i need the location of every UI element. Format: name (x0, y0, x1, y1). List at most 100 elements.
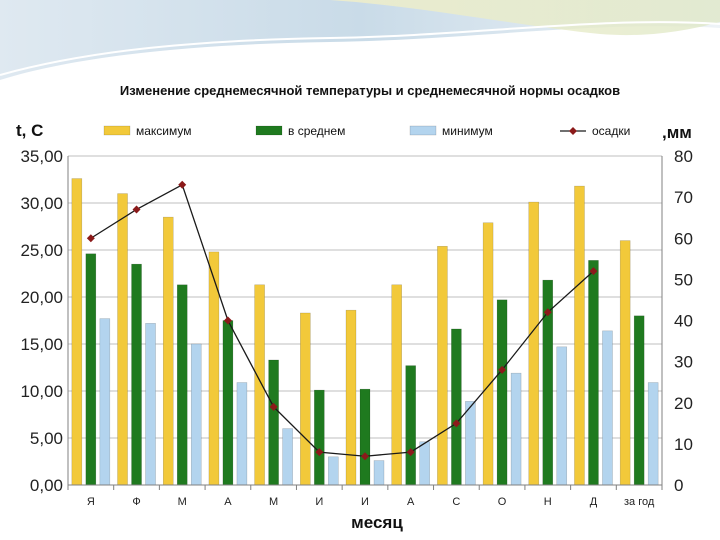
bar-min (556, 346, 568, 486)
bar-min (145, 323, 156, 486)
bar-max (437, 245, 448, 486)
precipitation-point (406, 448, 415, 457)
bar-avg (131, 263, 142, 486)
bar-max (482, 222, 494, 486)
axes (67, 156, 663, 490)
y-tick-label: 5,00 (30, 429, 63, 448)
precipitation-point (452, 419, 461, 428)
y-tick-label: 10,00 (20, 382, 63, 401)
x-tick-label: И (361, 496, 369, 508)
legend-label: минимум (442, 124, 493, 138)
y2-tick-label: 50 (674, 270, 693, 289)
bar-max (345, 309, 357, 486)
precipitation-point (498, 365, 507, 374)
bar-min (328, 456, 339, 486)
bar-min (647, 382, 659, 486)
legend-label: максимум (136, 124, 192, 138)
bar-min (419, 441, 430, 486)
bar-max (391, 284, 402, 486)
bar-max (162, 216, 174, 486)
y2-tick-label: 10 (674, 435, 693, 454)
x-tick-label: И (315, 496, 323, 508)
bar-max (117, 193, 128, 486)
tick-labels: 0,00 5,00 10,00 15,00 20,00 25,00 30,00 35,00 0 1… (20, 147, 692, 508)
x-tick-label: Д (590, 496, 598, 508)
bar-max (574, 185, 585, 486)
precipitation-point (269, 402, 278, 411)
y2-tick-label: 20 (674, 394, 693, 413)
precipitation-line (90, 183, 594, 457)
bar-min (510, 372, 522, 486)
x-tick-label: М (178, 496, 187, 508)
x-tick-label: Я (87, 496, 95, 508)
bar-avg (268, 359, 279, 486)
x-tick-label: А (407, 496, 415, 508)
legend-swatch (103, 125, 131, 136)
legend-label: в среднем (288, 124, 345, 138)
bar-max (254, 284, 265, 486)
y-tick-label: 0,00 (30, 476, 63, 495)
legend-swatch (255, 125, 283, 136)
y2-tick-label: 80 (674, 147, 693, 166)
bar-avg (496, 299, 508, 486)
y-axis-title: t, C (16, 121, 43, 140)
bar-avg (588, 260, 599, 486)
bar-min (465, 401, 476, 486)
bar-min (602, 330, 613, 486)
bar-avg (85, 253, 97, 486)
bar-min (190, 343, 202, 486)
bar-max (208, 251, 220, 486)
x-tick-label: А (224, 496, 232, 508)
bar-avg (176, 284, 188, 486)
x-tick-label: Ф (132, 496, 140, 508)
bar-max (619, 240, 631, 486)
y2-tick-label: 70 (674, 188, 693, 207)
precipitation-point (223, 316, 232, 325)
x-axis-title: месяц (351, 513, 403, 532)
precipitation-point (543, 308, 552, 317)
legend: максимум в среднем минимум осадки (103, 124, 630, 138)
slide-header-decoration (0, 0, 720, 80)
legend-swatch (409, 125, 437, 136)
x-tick-label: за год (624, 496, 655, 508)
bar-max (528, 201, 540, 486)
y-tick-label: 25,00 (20, 241, 63, 260)
precipitation-series (86, 180, 598, 461)
x-tick-label: Н (544, 496, 552, 508)
legend-marker (569, 127, 577, 135)
bar-min (282, 428, 293, 486)
precipitation-point (315, 448, 324, 457)
precipitation-point (361, 452, 369, 461)
y2-tick-label: 40 (674, 312, 693, 331)
y-tick-label: 15,00 (20, 335, 63, 354)
bar-avg (314, 389, 325, 486)
bar-avg (222, 320, 234, 486)
x-tick-label: О (498, 496, 507, 508)
precipitation-point (86, 234, 95, 243)
bar-max (300, 312, 311, 486)
precipitation-point (178, 180, 187, 189)
y-tick-label: 20,00 (20, 288, 63, 307)
y-tick-label: 30,00 (20, 194, 63, 213)
bar-avg (633, 315, 645, 486)
bar-avg (359, 388, 371, 486)
x-tick-label: С (452, 496, 460, 508)
bars (71, 178, 659, 486)
bar-min (99, 318, 111, 486)
bar-min (373, 460, 385, 486)
y2-tick-label: 60 (674, 229, 693, 248)
y2-axis-title: ,мм (662, 123, 692, 142)
y2-tick-label: 0 (674, 476, 683, 495)
y2-tick-label: 30 (674, 353, 693, 372)
chart-title: Изменение среднемесячной температуры и с… (120, 83, 620, 98)
legend-label: осадки (592, 124, 630, 138)
bar-avg (405, 365, 416, 486)
y-tick-label: 35,00 (20, 147, 63, 166)
x-tick-label: М (269, 496, 278, 508)
precipitation-point (589, 267, 598, 276)
bar-max (71, 178, 83, 486)
precipitation-point (132, 205, 141, 214)
bar-avg (451, 328, 462, 486)
bar-min (236, 382, 248, 486)
